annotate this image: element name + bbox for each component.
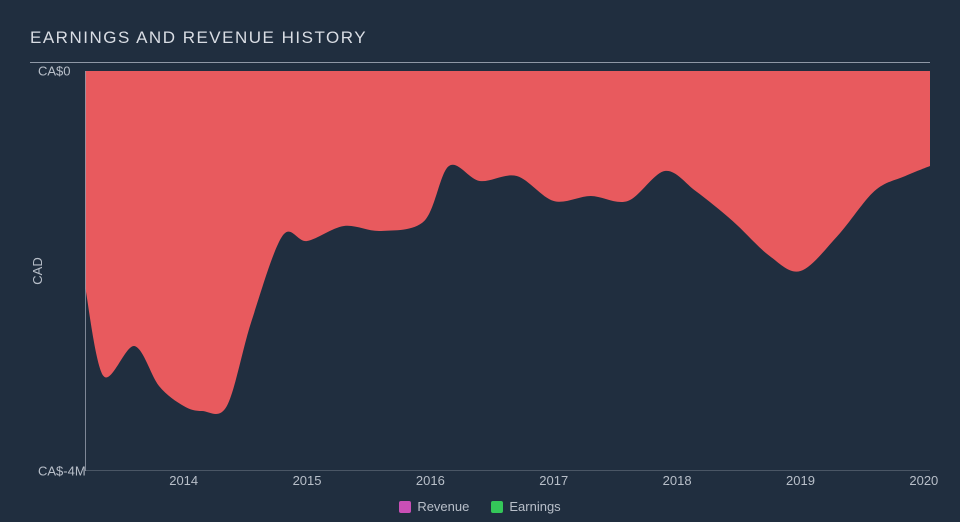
x-tick: 2015 (293, 473, 322, 488)
legend-item-revenue: Revenue (399, 499, 469, 514)
area-chart-svg (85, 71, 930, 471)
legend: Revenue Earnings (30, 499, 930, 514)
y-tick-1: CA$-4M (38, 464, 86, 479)
x-tick: 2019 (786, 473, 815, 488)
legend-label-earnings: Earnings (509, 499, 560, 514)
plot-area (85, 71, 930, 471)
x-tick: 2014 (169, 473, 198, 488)
x-axis-ticks: 2014201520162017201820192020 (85, 471, 930, 489)
chart-container: EARNINGS AND REVENUE HISTORY CAD CA$0 CA… (0, 0, 960, 522)
x-tick: 2020 (909, 473, 938, 488)
x-tick: 2018 (663, 473, 692, 488)
x-tick: 2016 (416, 473, 445, 488)
y-tick-0: CA$0 (38, 64, 71, 79)
revenue-swatch-icon (399, 501, 411, 513)
chart-title: EARNINGS AND REVENUE HISTORY (30, 28, 930, 63)
earnings-swatch-icon (491, 501, 503, 513)
y-axis-label: CAD (30, 257, 45, 284)
legend-item-earnings: Earnings (491, 499, 560, 514)
x-tick: 2017 (539, 473, 568, 488)
legend-label-revenue: Revenue (417, 499, 469, 514)
